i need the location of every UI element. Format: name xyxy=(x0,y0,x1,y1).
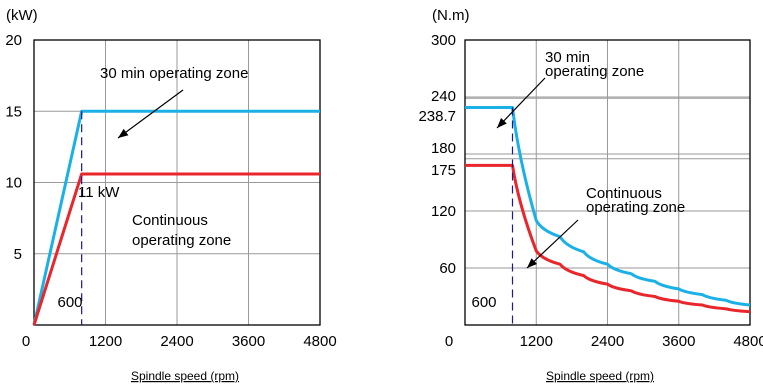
annotation-line: Continuous xyxy=(132,212,208,229)
y-tick-label: 20 xyxy=(5,32,22,49)
annotation-line: operating zone xyxy=(545,63,644,80)
series-line-1 xyxy=(465,105,751,307)
x-tick-label: 4800 xyxy=(303,333,336,350)
x-axis-label: Spindle speed (rpm) xyxy=(131,369,239,383)
plot-frame xyxy=(464,39,751,326)
annotation-arrow-1-1-shaft xyxy=(117,89,184,139)
series-line-2 xyxy=(32,172,320,326)
x-tick-label: 2400 xyxy=(591,333,624,350)
origin-label: 0 xyxy=(445,333,453,350)
y-tick-label: 60 xyxy=(439,260,456,277)
marker-label: 600 xyxy=(471,294,496,311)
x-tick-label: 2400 xyxy=(160,333,193,350)
annotation-line: 30 min xyxy=(545,49,590,66)
annotation-line: operating zone xyxy=(586,199,685,216)
annotation-text: Continuous operating zone xyxy=(586,185,685,216)
y-tick-label: 180 xyxy=(431,140,456,157)
annotation-text: 30 min operating zone xyxy=(100,65,248,82)
y-tick-label: 120 xyxy=(431,203,456,220)
y-tick-label: 238.7 xyxy=(418,108,456,125)
y-tick-label: 240 xyxy=(431,88,456,105)
annotation-text: 11 kW xyxy=(78,184,120,201)
y-tick-label: 300 xyxy=(431,32,456,49)
annotation-line: 30 min operating zone xyxy=(100,65,248,82)
chart-1: 600 (kW) 5 10 15 20 0 1200 2400 3600 4800 Spindle s… xyxy=(5,7,336,383)
plot-frame xyxy=(33,39,321,326)
x-axis-label: Spindle speed (rpm) xyxy=(546,369,654,383)
y-unit-label: (kW) xyxy=(6,7,38,24)
annotation-line: Continuous xyxy=(586,185,662,202)
x-tick-label: 4800 xyxy=(733,333,763,350)
annotation-text: Continuous operating zone xyxy=(132,212,231,249)
origin-label: 0 xyxy=(22,333,30,350)
series-line-2 xyxy=(465,163,751,314)
x-tick-label: 1200 xyxy=(520,333,553,350)
y-tick-label: 175 xyxy=(431,162,456,179)
y-tick-label: 15 xyxy=(5,103,22,120)
annotation-arrow-2-2-head xyxy=(527,258,538,268)
y-tick-label: 10 xyxy=(5,175,22,192)
annotation-line: 11 kW xyxy=(78,184,120,201)
x-tick-label: 1200 xyxy=(89,333,122,350)
annotation-text: 30 min operating zone xyxy=(545,49,644,80)
annotation-arrow-1-1-head xyxy=(118,128,129,138)
annotation-line: operating zone xyxy=(132,232,231,249)
marker-label: 600 xyxy=(57,294,82,311)
annotation-arrow-2-1-shaft xyxy=(496,77,546,129)
x-tick-label: 3600 xyxy=(232,333,265,350)
y-tick-label: 5 xyxy=(14,246,22,263)
annotation-arrow-2-1-head xyxy=(497,118,507,128)
chart-2: 600 (N.m) 60 120 175 180 238.7 240 300 0 1200 2400 3… xyxy=(418,7,763,383)
annotation-arrow-2-2-shaft xyxy=(526,219,579,269)
y-unit-label: (N.m) xyxy=(432,7,470,24)
x-tick-label: 3600 xyxy=(662,333,695,350)
